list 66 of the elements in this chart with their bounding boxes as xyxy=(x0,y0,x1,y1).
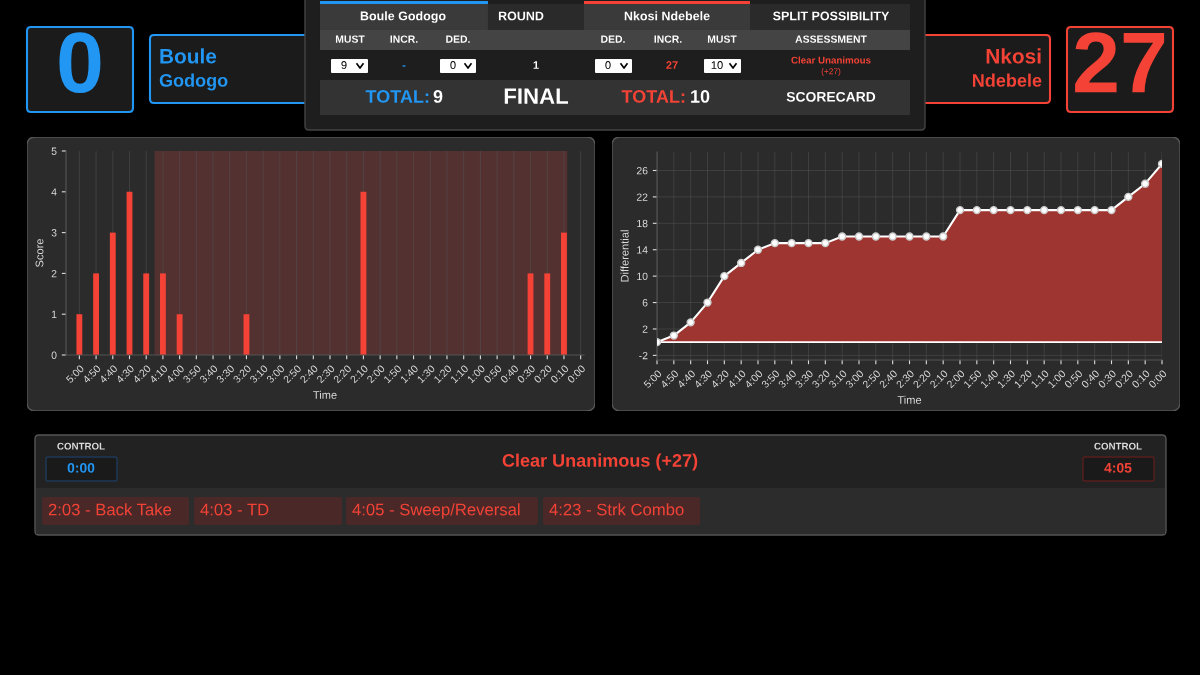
text: 10 xyxy=(711,61,723,69)
text: Godogo xyxy=(159,73,228,91)
text: 10 xyxy=(691,90,710,103)
text: 2:03 - Back Take xyxy=(48,503,172,516)
bar xyxy=(143,273,150,355)
y-tick-label: 2 xyxy=(51,269,57,278)
y-tick-label: 22 xyxy=(636,193,648,201)
text: 4:05 - Sweep/Reversal xyxy=(352,503,520,519)
text: Clear Unanimous (+27) xyxy=(502,453,698,471)
text: Ndebele xyxy=(972,73,1042,87)
y-tick-label: 3 xyxy=(51,229,57,237)
y-tick-label: -2 xyxy=(639,351,648,360)
text: SCORECARD xyxy=(786,91,876,102)
y-tick-label: 18 xyxy=(637,219,648,228)
text: 0 xyxy=(605,61,611,69)
y-axis-title: Score xyxy=(35,238,44,268)
y-tick-label: 1 xyxy=(51,310,57,318)
x-axis-title: Time xyxy=(313,390,337,399)
y-tick-label: 6 xyxy=(642,299,648,307)
text: 1 xyxy=(533,61,539,69)
text: FINAL xyxy=(504,88,569,104)
text: MUST xyxy=(335,35,365,43)
x-axis-title: Time xyxy=(897,395,922,404)
text: 9 xyxy=(341,61,347,69)
text: 4:05 xyxy=(1104,462,1132,473)
text: 0 xyxy=(450,61,456,69)
y-tick-label: 26 xyxy=(636,166,648,175)
bar xyxy=(561,232,567,355)
bar xyxy=(159,273,166,355)
text: Boule Godogo xyxy=(360,11,446,23)
text: Nkosi Ndebele xyxy=(624,11,710,21)
y-tick-label: 14 xyxy=(637,246,648,254)
text: Nkosi xyxy=(986,48,1041,64)
bar xyxy=(544,273,551,355)
y-tick-label: 10 xyxy=(637,272,648,281)
bar xyxy=(76,314,83,355)
y-tick-label: 0 xyxy=(51,351,57,359)
text: INCR. xyxy=(390,35,418,43)
y-tick-label: 2 xyxy=(642,325,648,333)
text: ASSESSMENT xyxy=(795,35,867,43)
text: Clear Unanimous xyxy=(791,56,871,64)
text: TOTAL: xyxy=(365,90,429,103)
text: - xyxy=(402,65,406,67)
y-axis-title: Differential xyxy=(620,230,629,282)
text: 0:00 xyxy=(67,462,95,473)
text: 27 xyxy=(1075,32,1165,93)
text: CONTROL xyxy=(1094,442,1142,450)
bar xyxy=(93,273,99,355)
text: 27 xyxy=(666,61,678,69)
text: MUST xyxy=(707,35,737,43)
y-tick-label: 5 xyxy=(51,147,57,155)
bar xyxy=(176,314,183,355)
text: DED. xyxy=(601,35,625,43)
bar xyxy=(109,232,116,355)
text: SPLIT POSSIBILITY xyxy=(773,11,890,21)
text: 4:03 - TD xyxy=(200,503,269,516)
text: Boule xyxy=(160,48,217,64)
text: 9 xyxy=(433,90,443,103)
text: (+27) xyxy=(821,68,841,76)
text: DED. xyxy=(446,35,470,43)
text: INCR. xyxy=(654,35,682,43)
text: 4:23 - Strk Combo xyxy=(549,503,684,516)
y-tick-label: 4 xyxy=(51,188,57,196)
text: TOTAL: xyxy=(621,90,685,103)
text: ROUND xyxy=(498,11,544,21)
text: CONTROL xyxy=(57,442,105,450)
